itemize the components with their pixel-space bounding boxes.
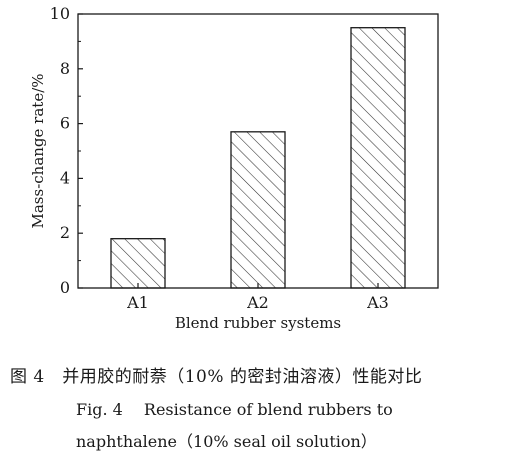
bar-a3 [350, 27, 406, 289]
y-axis-title: Mass-change rate/% [29, 73, 47, 228]
y-tick-label: 10 [50, 4, 70, 23]
bars [110, 27, 406, 289]
x-axis-title: Blend rubber systems [175, 314, 341, 332]
y-tick-label: 6 [60, 114, 70, 133]
bar-chart: 0 2 4 6 8 10 A1 A2 A3 Blend rubber systems Mass… [29, 4, 439, 332]
x-tick-label-a2: A2 [246, 293, 269, 312]
y-axis-ticks: 0 2 4 6 8 10 [50, 4, 83, 297]
figure-caption-english-line1: Fig. 4 Resistance of blend rubbers to [76, 400, 393, 419]
x-axis-ticks: A1 A2 A3 [126, 283, 389, 312]
x-tick-label-a1: A1 [126, 293, 149, 312]
y-tick-label: 0 [60, 278, 70, 297]
figure-caption-english-line2: naphthalene（10% seal oil solution） [76, 432, 377, 451]
y-tick-label: 2 [60, 223, 70, 242]
figure-caption-chinese: 图 4 并用胶的耐萘（10% 的密封油溶液）性能对比 [10, 367, 423, 387]
y-tick-label: 4 [60, 168, 70, 187]
bar-a2 [230, 131, 286, 289]
y-tick-label: 8 [60, 59, 70, 78]
x-tick-label-a3: A3 [366, 293, 389, 312]
bar-a1 [110, 238, 166, 289]
